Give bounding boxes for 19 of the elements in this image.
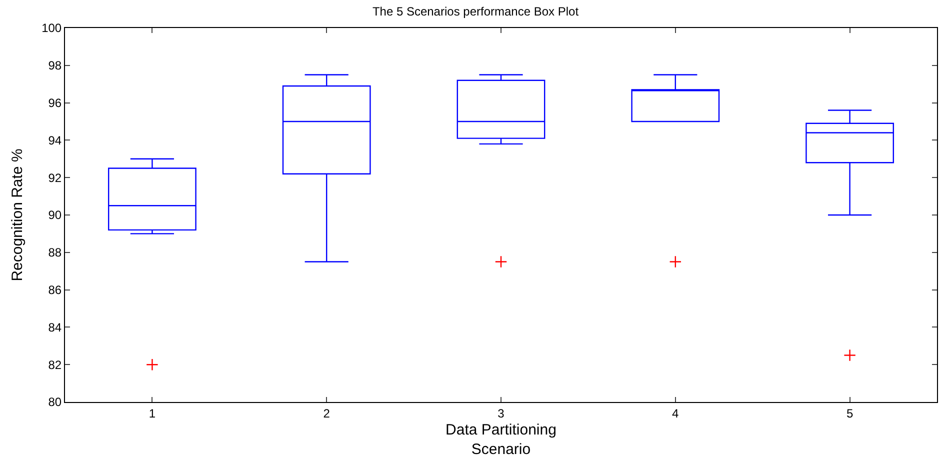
y-tick-label: 92 [48,170,62,185]
y-tick-label: 88 [48,246,62,260]
x-tick-label: 2 [323,406,330,420]
y-tick-label: 90 [48,208,62,222]
y-tick-label: 100 [42,21,62,36]
y-tick-label: 96 [48,96,62,110]
y-tick-label: 94 [48,133,62,148]
x-tick-label: 3 [498,406,505,420]
x-axis-title: Data Partitioning Scenario [446,421,556,458]
chart-title: The 5 Scenarios performance Box Plot [372,4,580,18]
x-tick-label: 1 [148,406,156,420]
y-tick-label: 84 [48,320,62,334]
x-tick-label: 5 [846,406,854,420]
y-axis-title: Recognition Rate % [8,148,26,282]
y-tick-label: 98 [48,58,62,73]
y-tick-label: 80 [48,395,62,410]
y-tick-label: 86 [48,283,62,297]
y-tick-label: 82 [48,358,62,372]
x-tick-label: 4 [672,406,680,420]
